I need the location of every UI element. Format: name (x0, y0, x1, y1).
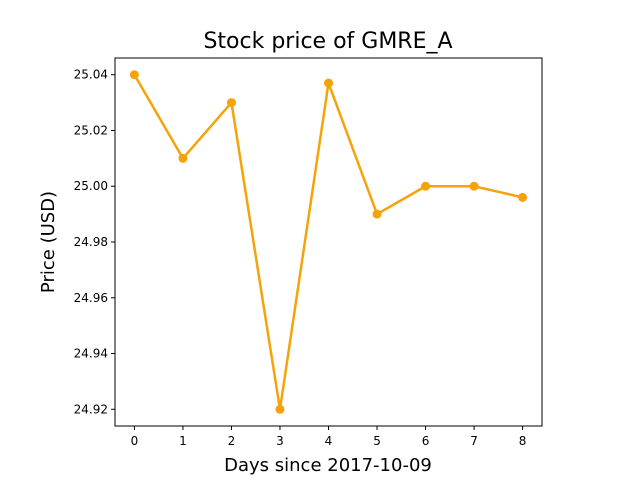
data-point (518, 192, 528, 202)
data-point (372, 209, 382, 219)
y-axis-ticks: 24.92 24.94 24.96 24.98 25.00 25.02 25.04 (74, 68, 115, 416)
data-point (324, 78, 333, 88)
x-tick-label: 3 (276, 434, 284, 448)
y-tick-label: 24.98 (74, 235, 108, 249)
data-point (178, 153, 188, 163)
x-tick-label: 4 (325, 434, 333, 448)
x-tick-label: 5 (373, 434, 381, 448)
data-point (469, 181, 479, 191)
y-axis-label: Price (USD) (38, 191, 59, 293)
data-point (275, 404, 285, 414)
data-point (129, 70, 139, 80)
y-tick-label: 25.00 (74, 179, 108, 193)
y-tick-label: 24.94 (74, 347, 108, 361)
data-point (421, 181, 431, 191)
plot-frame (114, 57, 543, 427)
x-axis-ticks: 0 1 2 3 4 5 6 7 8 (131, 426, 527, 448)
data-point (226, 98, 236, 108)
x-tick-label: 8 (519, 434, 527, 448)
y-tick-label: 24.92 (74, 402, 108, 416)
x-tick-label: 7 (470, 434, 478, 448)
x-axis-label: Days since 2017-10-09 (224, 455, 432, 476)
series-layer (129, 70, 528, 414)
x-tick-label: 2 (228, 434, 236, 448)
x-tick-label: 6 (422, 434, 430, 448)
x-tick-label: 0 (131, 434, 139, 448)
y-tick-label: 25.04 (74, 68, 108, 82)
chart-title: Stock price of GMRE_A (203, 29, 452, 54)
x-tick-label: 1 (179, 434, 187, 448)
y-tick-label: 24.96 (74, 291, 108, 305)
y-tick-label: 25.02 (74, 123, 108, 137)
